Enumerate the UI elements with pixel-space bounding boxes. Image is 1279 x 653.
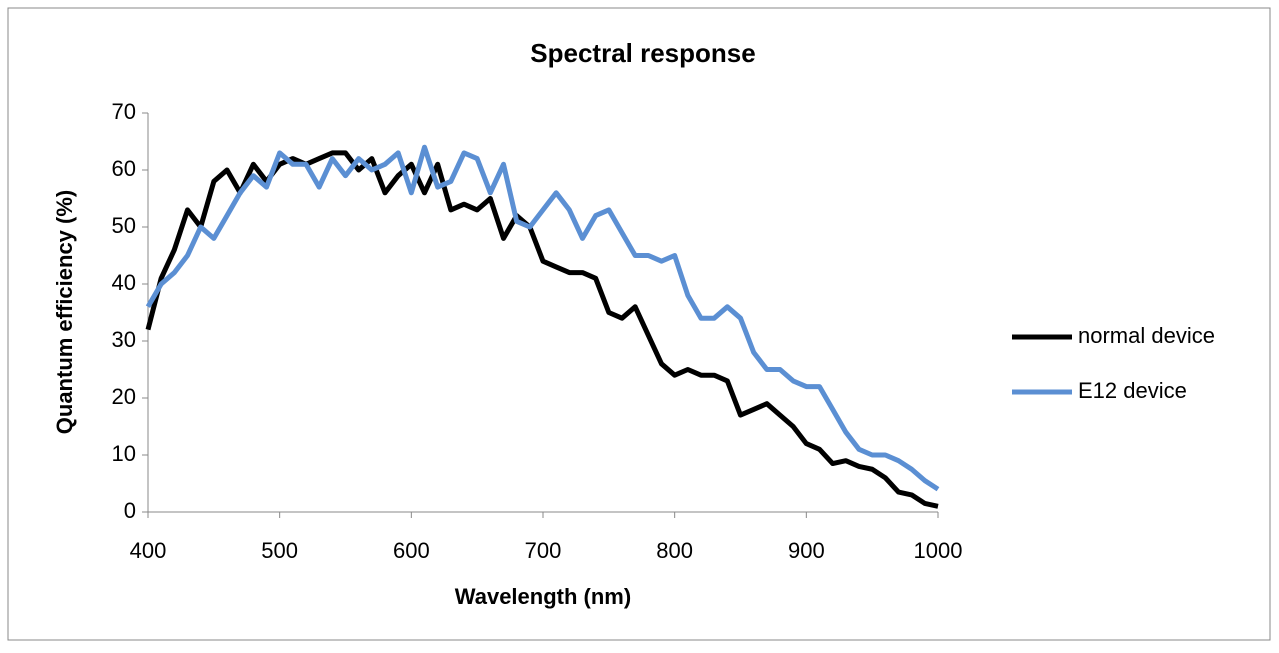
chart-border xyxy=(7,7,1271,641)
y-tick-label: 50 xyxy=(112,213,136,238)
y-tick-label: 20 xyxy=(112,384,136,409)
legend-label: normal device xyxy=(1078,323,1215,348)
x-tick-label: 600 xyxy=(393,538,430,563)
x-tick-label: 800 xyxy=(656,538,693,563)
y-tick-label: 70 xyxy=(112,99,136,124)
data-line xyxy=(145,144,940,492)
y-tick-label: 60 xyxy=(112,156,136,181)
chart-title: Spectral response xyxy=(530,38,755,68)
data-line xyxy=(145,150,939,509)
y-tick-label: 0 xyxy=(124,498,136,523)
x-tick-label: 400 xyxy=(130,538,167,563)
x-tick-label: 900 xyxy=(788,538,825,563)
x-tick-label: 700 xyxy=(525,538,562,563)
y-tick-label: 40 xyxy=(112,270,136,295)
y-axis-label: Quantum efficiency (%) xyxy=(52,190,77,434)
legend-label: E12 device xyxy=(1078,378,1187,403)
x-tick-label: 1000 xyxy=(914,538,963,563)
y-tick-label: 30 xyxy=(112,327,136,352)
x-axis-label: Wavelength (nm) xyxy=(455,584,631,609)
x-tick-label: 500 xyxy=(261,538,298,563)
y-tick-label: 10 xyxy=(112,441,136,466)
